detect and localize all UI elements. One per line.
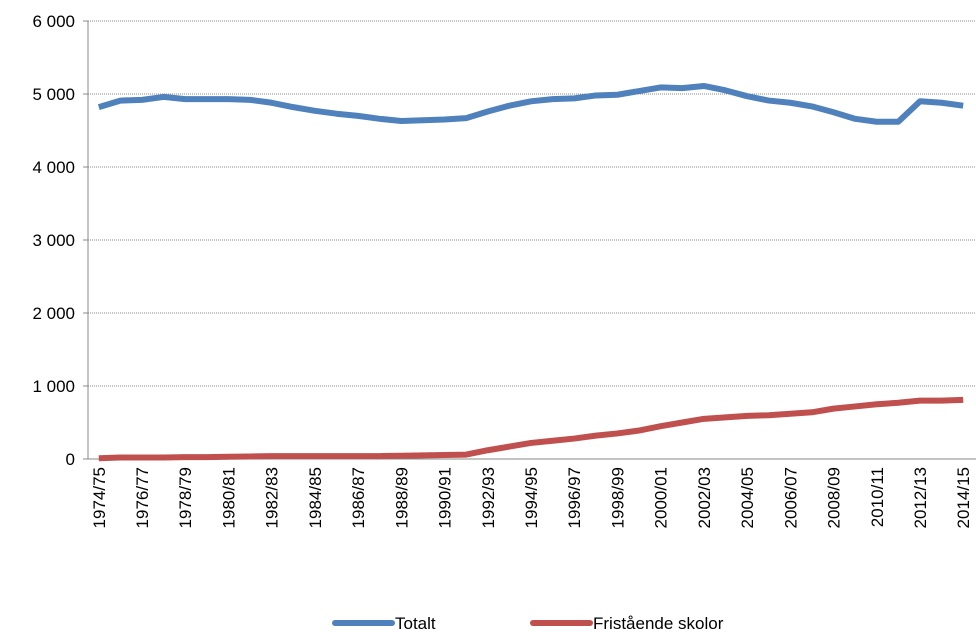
x-tick-label: 2004/05 <box>738 467 757 528</box>
x-tick-label: 2000/01 <box>652 467 671 528</box>
line-series <box>98 396 964 462</box>
x-tick-label: 1976/77 <box>133 467 152 528</box>
x-tick-label: 1978/79 <box>176 467 195 528</box>
line-series <box>97 82 964 125</box>
x-tick-label: 2008/09 <box>825 467 844 528</box>
y-tick-label: 6 000 <box>32 12 75 31</box>
x-tick-label: 1990/91 <box>436 467 455 528</box>
x-tick-label: 2006/07 <box>781 467 800 528</box>
x-tick-label: 1998/99 <box>608 467 627 528</box>
x-tick-label: 1994/95 <box>522 467 541 528</box>
x-tick-label: 2002/03 <box>695 467 714 528</box>
x-tick-label: 1996/97 <box>565 467 584 528</box>
x-tick-label: 1974/75 <box>90 467 109 528</box>
x-tick-label: 1980/81 <box>219 467 238 528</box>
y-tick-label: 1 000 <box>32 377 75 396</box>
legend-label: Fristående skolor <box>593 614 724 632</box>
x-tick-label: 1984/85 <box>306 467 325 528</box>
x-tick-label: 2014/15 <box>954 467 973 528</box>
x-tick-label: 1982/83 <box>263 467 282 528</box>
x-tick-label: 2012/13 <box>911 467 930 528</box>
x-tick-label: 1988/89 <box>392 467 411 528</box>
x-tick-label: 1992/93 <box>479 467 498 528</box>
x-tick-label: 2010/11 <box>868 467 887 527</box>
y-tick-label: 2 000 <box>32 304 75 323</box>
y-tick-label: 0 <box>66 450 75 469</box>
x-tick-label: 1986/87 <box>349 467 368 528</box>
legend-label: Totalt <box>395 614 436 632</box>
y-tick-label: 3 000 <box>32 231 75 250</box>
y-tick-label: 4 000 <box>32 158 75 177</box>
y-tick-label: 5 000 <box>32 85 75 104</box>
